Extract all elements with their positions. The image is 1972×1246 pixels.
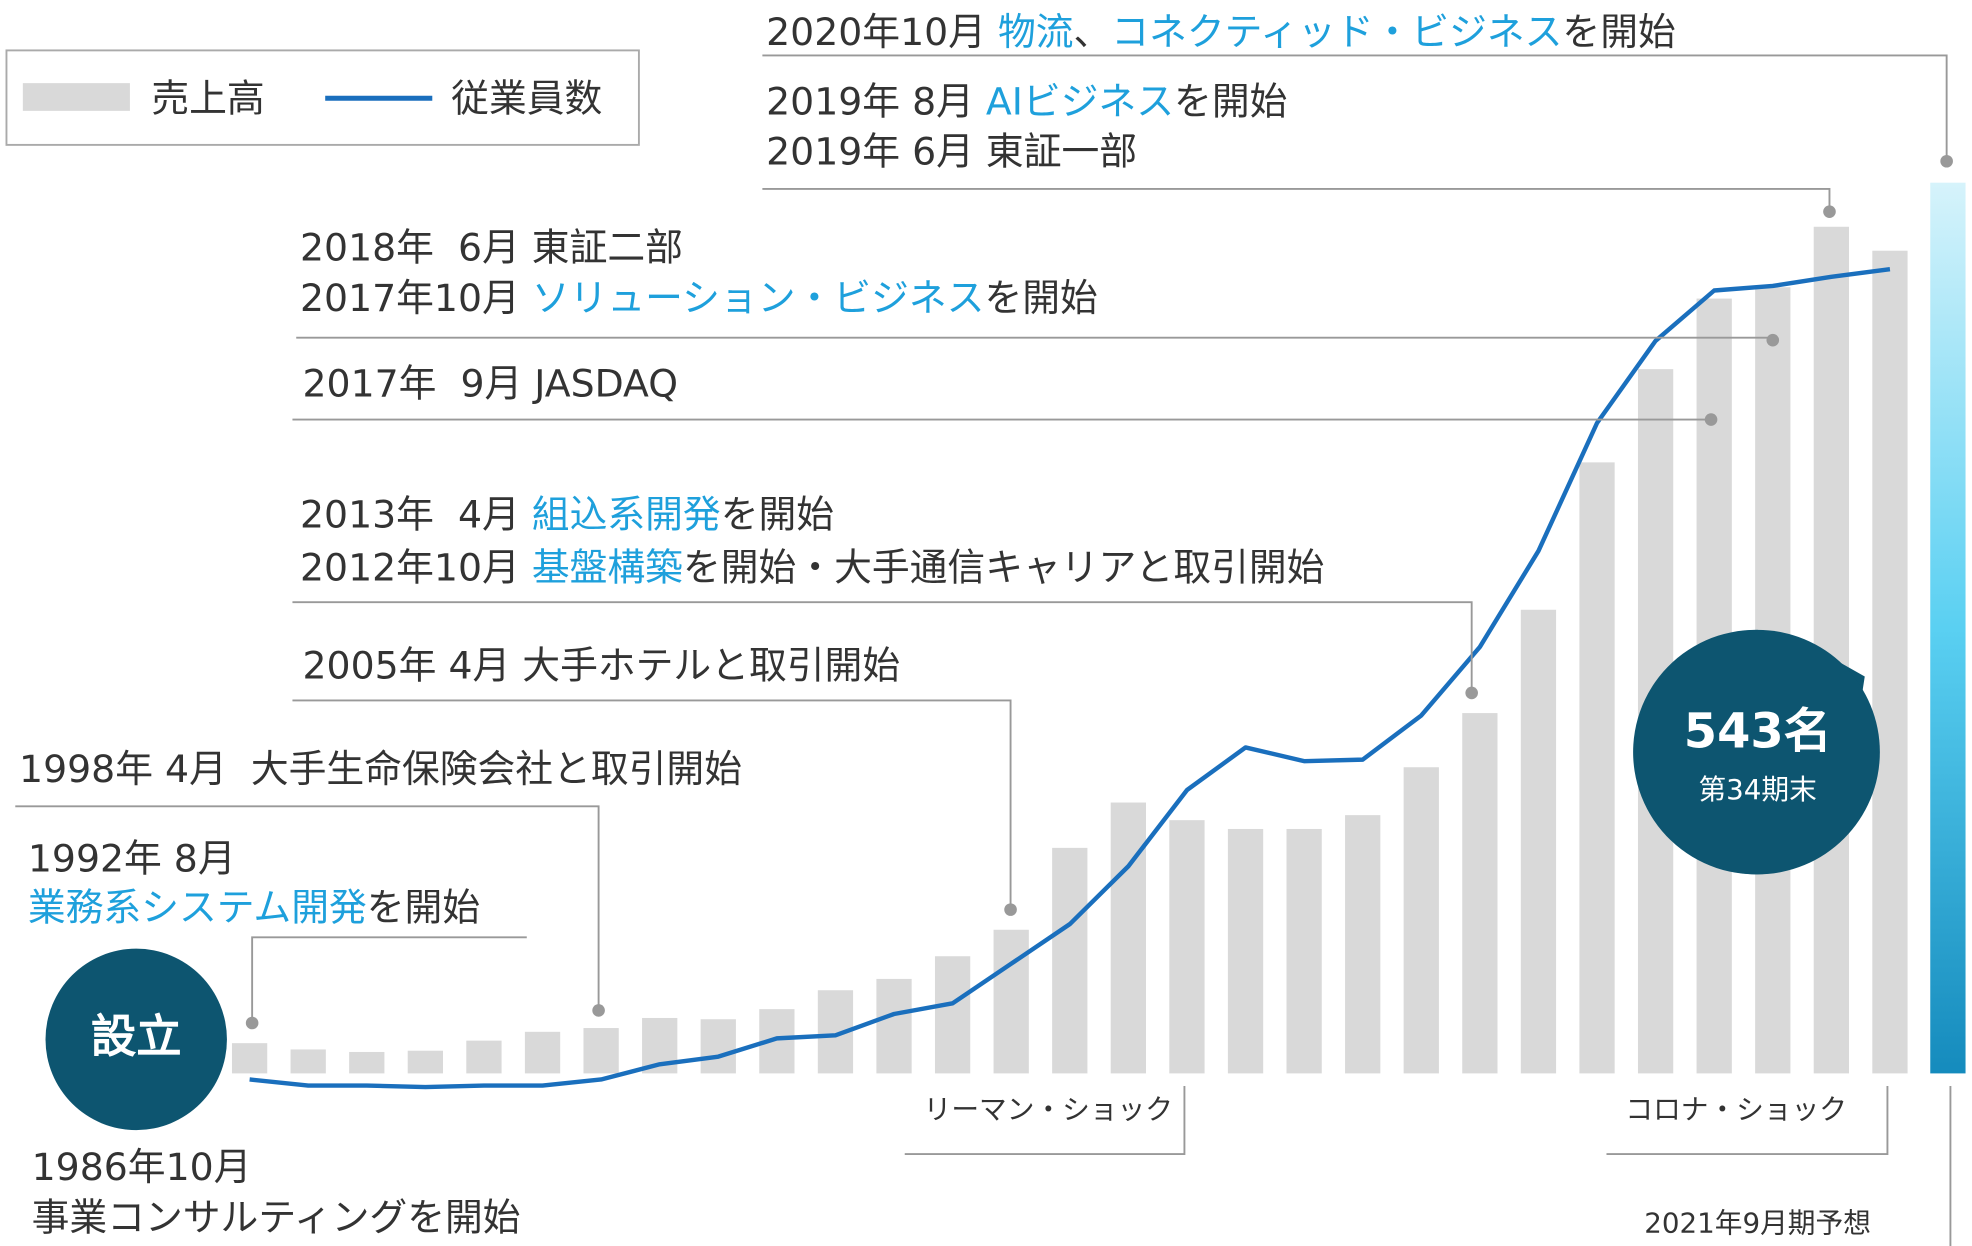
leader-dot (1940, 154, 1953, 168)
event-segment: を開始 (1174, 79, 1287, 123)
start-label: 設立 (91, 1010, 182, 1063)
event-segment: を開始 (367, 885, 480, 929)
period-label: コロナ・ショック (1625, 1093, 1847, 1126)
leader-dot (1823, 205, 1836, 218)
event-segment: を開始 (721, 492, 834, 536)
event-segment: 1998年 4月 大手生命保険会社と取引開始 (19, 747, 742, 791)
leader-dot (592, 1004, 605, 1017)
bar (524, 1031, 561, 1074)
event-segment: を開始・大手通信キャリアと取引開始 (683, 545, 1325, 589)
event-text: 2012年10月 基盤構築を開始・大手通信キャリアと取引開始 (300, 545, 1324, 589)
event-segment: 2018年 6月 東証二部 (300, 225, 683, 269)
bar (1169, 820, 1205, 1074)
leader-dot (1704, 413, 1718, 426)
leader-line (762, 54, 1948, 162)
leader-line (292, 601, 1473, 693)
event-text: 2017年10月 ソリューション・ビジネスを開始 (300, 275, 1098, 319)
value-label: 543名 (1684, 704, 1832, 759)
bar (700, 1019, 736, 1074)
event-segment: 組込系開発 (532, 492, 721, 536)
bar (1227, 828, 1264, 1074)
period-bracket (904, 1085, 1186, 1155)
event-segment: 基盤構築 (532, 545, 683, 589)
bar (1345, 815, 1381, 1074)
event-segment: 2019年 8月 (766, 79, 986, 123)
leader-dot (1766, 333, 1780, 347)
event-segment: 2013年 4月 (300, 492, 532, 536)
line (249, 266, 1891, 1090)
event-segment: を開始 (1562, 10, 1675, 54)
leader-dot (1004, 903, 1017, 916)
leader-line (251, 936, 527, 1024)
event-text: 1998年 4月 大手生命保険会社と取引開始 (19, 747, 742, 791)
bar (1110, 802, 1147, 1074)
forecast-label: 2021年9月期予想 (1644, 1207, 1871, 1240)
forecast-bar (1930, 182, 1966, 1074)
start-circle (45, 948, 227, 1131)
event-segment: 2005年 4月 大手ホテルと取引開始 (303, 643, 901, 687)
bar (1403, 767, 1439, 1074)
event-text: 2005年 4月 大手ホテルと取引開始 (303, 643, 901, 687)
period-bracket (1606, 1085, 1889, 1155)
event-segment: 、 (1074, 10, 1112, 54)
bar (583, 1028, 619, 1074)
leader-line (296, 336, 1774, 341)
leader-dot (1465, 686, 1478, 700)
event-text: 2019年 8月 AIビジネスを開始 (766, 79, 1287, 123)
event-segment: 2020年10月 (766, 10, 998, 54)
bar (1872, 250, 1908, 1074)
event-segment: 1992年 8月 (28, 836, 236, 880)
leader-line (292, 699, 1012, 910)
bar (1462, 713, 1498, 1074)
bar (407, 1050, 444, 1074)
event-text: 2020年10月 物流、コネクティッド・ビジネスを開始 (766, 10, 1676, 54)
bar (290, 1049, 326, 1074)
bar (231, 1043, 268, 1074)
bar (876, 978, 912, 1074)
event-segment: コネクティッド・ビジネス (1111, 10, 1562, 54)
event-segment: AIビジネス (986, 79, 1174, 123)
bar (349, 1051, 385, 1074)
event-text: 2013年 4月 組込系開発を開始 (300, 492, 834, 536)
legend-label: 従業員数 (451, 76, 602, 120)
event-segment: 業務系システム開発 (28, 885, 367, 929)
legend-swatch (22, 83, 130, 111)
event-text: 事業コンサルティングを開始 (32, 1195, 521, 1239)
event-segment: 2019年 6月 東証一部 (766, 129, 1137, 173)
bar (466, 1040, 502, 1074)
leader-line (762, 188, 1831, 212)
value-bubble (1635, 629, 1880, 875)
event-segment: 2012年10月 (300, 545, 532, 589)
event-segment: 2017年 9月 JASDAQ (303, 361, 678, 405)
bar (1520, 609, 1557, 1074)
event-segment: 事業コンサルティングを開始 (32, 1195, 521, 1239)
bar (1579, 462, 1615, 1074)
event-segment: 1986年10月 (32, 1145, 252, 1189)
leader-dot (245, 1016, 259, 1030)
event-segment: 2017年10月 (300, 275, 532, 319)
bar (993, 929, 1029, 1074)
bar (934, 956, 971, 1074)
bar (1286, 828, 1322, 1074)
bar (1052, 847, 1088, 1074)
event-text: 2019年 6月 東証一部 (766, 129, 1137, 173)
event-segment: 物流 (998, 10, 1074, 54)
legend-label: 売上高 (151, 76, 264, 120)
period-label: リーマン・ショック (924, 1093, 1173, 1126)
event-segment: ソリューション・ビジネス (532, 275, 985, 319)
leader-line (15, 805, 600, 1011)
event-text: 2017年 9月 JASDAQ (303, 361, 678, 405)
event-text: 1986年10月 (32, 1145, 252, 1189)
event-text: 1992年 8月 (28, 836, 236, 880)
value-note: 第34期末 (1698, 773, 1816, 806)
event-text: 業務系システム開発を開始 (28, 885, 480, 929)
event-text: 2018年 6月 東証二部 (300, 225, 683, 269)
event-segment: を開始 (984, 275, 1097, 319)
